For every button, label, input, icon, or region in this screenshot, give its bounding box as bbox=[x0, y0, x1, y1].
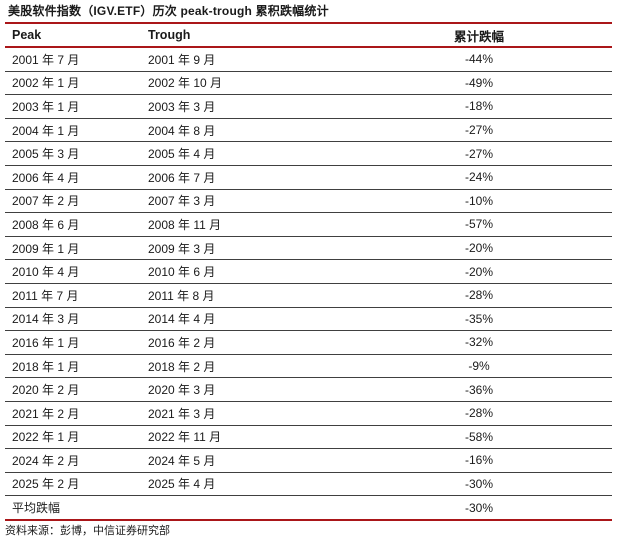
peak-cell: 2020 年 2 月 bbox=[5, 377, 141, 402]
drawdown-cell: -16% bbox=[381, 448, 612, 473]
trough-cell: 2005 年 4 月 bbox=[141, 141, 381, 166]
drawdown-cell: -30% bbox=[381, 472, 612, 497]
trough-cell: 2004 年 8 月 bbox=[141, 118, 381, 143]
table-row: 2022 年 1 月 2022 年 11 月 -58% bbox=[5, 425, 612, 450]
peak-cell: 2009 年 1 月 bbox=[5, 236, 141, 261]
table-row: 2018 年 1 月 2018 年 2 月 -9% bbox=[5, 354, 612, 379]
trough-cell: 2002 年 10 月 bbox=[141, 71, 381, 96]
trough-cell: 2014 年 4 月 bbox=[141, 307, 381, 332]
table-row: 2009 年 1 月 2009 年 3 月 -20% bbox=[5, 236, 612, 261]
trough-cell: 2006 年 7 月 bbox=[141, 165, 381, 190]
drawdown-cell: -57% bbox=[381, 212, 612, 237]
figure-title: 美股软件指数（IGV.ETF）历次 peak-trough 累积跌幅统计 bbox=[8, 4, 329, 18]
drawdown-cell: -49% bbox=[381, 71, 612, 96]
trough-cell: 2001 年 9 月 bbox=[141, 47, 381, 72]
peak-cell: 2007 年 2 月 bbox=[5, 189, 141, 214]
table-row: 2001 年 7 月 2001 年 9 月 -44% bbox=[5, 47, 612, 72]
peak-cell: 2014 年 3 月 bbox=[5, 307, 141, 332]
table-row: 2025 年 2 月 2025 年 4 月 -30% bbox=[5, 472, 612, 497]
peak-trough-table: Peak Trough 累计跌幅 2001 年 7 月 2001 年 9 月 -… bbox=[5, 22, 612, 521]
peak-cell: 2008 年 6 月 bbox=[5, 212, 141, 237]
header-row: Peak Trough 累计跌幅 bbox=[5, 22, 612, 48]
drawdown-cell: -20% bbox=[381, 259, 612, 284]
summary-row: 平均跌幅 -30% bbox=[5, 495, 612, 521]
trough-cell: 2021 年 3 月 bbox=[141, 401, 381, 426]
table-row: 2021 年 2 月 2021 年 3 月 -28% bbox=[5, 401, 612, 426]
drawdown-cell: -20% bbox=[381, 236, 612, 261]
peak-cell: 2016 年 1 月 bbox=[5, 330, 141, 355]
table-row: 2024 年 2 月 2024 年 5 月 -16% bbox=[5, 448, 612, 473]
table-row: 2011 年 7 月 2011 年 8 月 -28% bbox=[5, 283, 612, 308]
peak-cell: 2011 年 7 月 bbox=[5, 283, 141, 308]
table-row: 2007 年 2 月 2007 年 3 月 -10% bbox=[5, 189, 612, 214]
table-body: 2001 年 7 月 2001 年 9 月 -44% 2002 年 1 月 20… bbox=[5, 47, 612, 497]
table-row: 2016 年 1 月 2016 年 2 月 -32% bbox=[5, 330, 612, 355]
table-row: 2010 年 4 月 2010 年 6 月 -20% bbox=[5, 259, 612, 284]
drawdown-cell: -10% bbox=[381, 189, 612, 214]
peak-cell: 2022 年 1 月 bbox=[5, 425, 141, 450]
table-row: 2002 年 1 月 2002 年 10 月 -49% bbox=[5, 71, 612, 96]
table-row: 2014 年 3 月 2014 年 4 月 -35% bbox=[5, 307, 612, 332]
drawdown-cell: -27% bbox=[381, 141, 612, 166]
trough-cell: 2020 年 3 月 bbox=[141, 377, 381, 402]
table-row: 2003 年 1 月 2003 年 3 月 -18% bbox=[5, 94, 612, 119]
drawdown-cell: -27% bbox=[381, 118, 612, 143]
summary-trough-cell bbox=[141, 495, 381, 521]
drawdown-cell: -18% bbox=[381, 94, 612, 119]
column-header-peak: Peak bbox=[5, 22, 141, 48]
table-row: 2008 年 6 月 2008 年 11 月 -57% bbox=[5, 212, 612, 237]
peak-cell: 2024 年 2 月 bbox=[5, 448, 141, 473]
trough-cell: 2003 年 3 月 bbox=[141, 94, 381, 119]
drawdown-cell: -36% bbox=[381, 377, 612, 402]
peak-cell: 2001 年 7 月 bbox=[5, 47, 141, 72]
summary-drawdown-value: -30% bbox=[381, 495, 612, 521]
peak-cell: 2006 年 4 月 bbox=[5, 165, 141, 190]
peak-cell: 2003 年 1 月 bbox=[5, 94, 141, 119]
trough-cell: 2010 年 6 月 bbox=[141, 259, 381, 284]
summary-label: 平均跌幅 bbox=[5, 495, 141, 521]
drawdown-cell: -58% bbox=[381, 425, 612, 450]
peak-cell: 2002 年 1 月 bbox=[5, 71, 141, 96]
peak-cell: 2018 年 1 月 bbox=[5, 354, 141, 379]
trough-cell: 2011 年 8 月 bbox=[141, 283, 381, 308]
peak-cell: 2021 年 2 月 bbox=[5, 401, 141, 426]
drawdown-cell: -24% bbox=[381, 165, 612, 190]
peak-cell: 2004 年 1 月 bbox=[5, 118, 141, 143]
column-header-drawdown: 累计跌幅 bbox=[381, 22, 612, 48]
drawdown-cell: -44% bbox=[381, 47, 612, 72]
table-row: 2004 年 1 月 2004 年 8 月 -27% bbox=[5, 118, 612, 143]
source-attribution: 资料来源：彭博，中信证券研究部 bbox=[5, 524, 170, 537]
column-header-trough: Trough bbox=[141, 22, 381, 48]
table-row: 2020 年 2 月 2020 年 3 月 -36% bbox=[5, 377, 612, 402]
table-row: 2006 年 4 月 2006 年 7 月 -24% bbox=[5, 165, 612, 190]
trough-cell: 2025 年 4 月 bbox=[141, 472, 381, 497]
trough-cell: 2018 年 2 月 bbox=[141, 354, 381, 379]
table-row: 2005 年 3 月 2005 年 4 月 -27% bbox=[5, 141, 612, 166]
drawdown-cell: -9% bbox=[381, 354, 612, 379]
trough-cell: 2007 年 3 月 bbox=[141, 189, 381, 214]
trough-cell: 2022 年 11 月 bbox=[141, 425, 381, 450]
drawdown-cell: -35% bbox=[381, 307, 612, 332]
peak-cell: 2005 年 3 月 bbox=[5, 141, 141, 166]
peak-cell: 2025 年 2 月 bbox=[5, 472, 141, 497]
table-header: Peak Trough 累计跌幅 bbox=[5, 22, 612, 48]
trough-cell: 2008 年 11 月 bbox=[141, 212, 381, 237]
drawdown-cell: -32% bbox=[381, 330, 612, 355]
drawdown-cell: -28% bbox=[381, 401, 612, 426]
peak-cell: 2010 年 4 月 bbox=[5, 259, 141, 284]
drawdown-cell: -28% bbox=[381, 283, 612, 308]
trough-cell: 2009 年 3 月 bbox=[141, 236, 381, 261]
table-footer: 平均跌幅 -30% bbox=[5, 495, 612, 521]
trough-cell: 2016 年 2 月 bbox=[141, 330, 381, 355]
trough-cell: 2024 年 5 月 bbox=[141, 448, 381, 473]
